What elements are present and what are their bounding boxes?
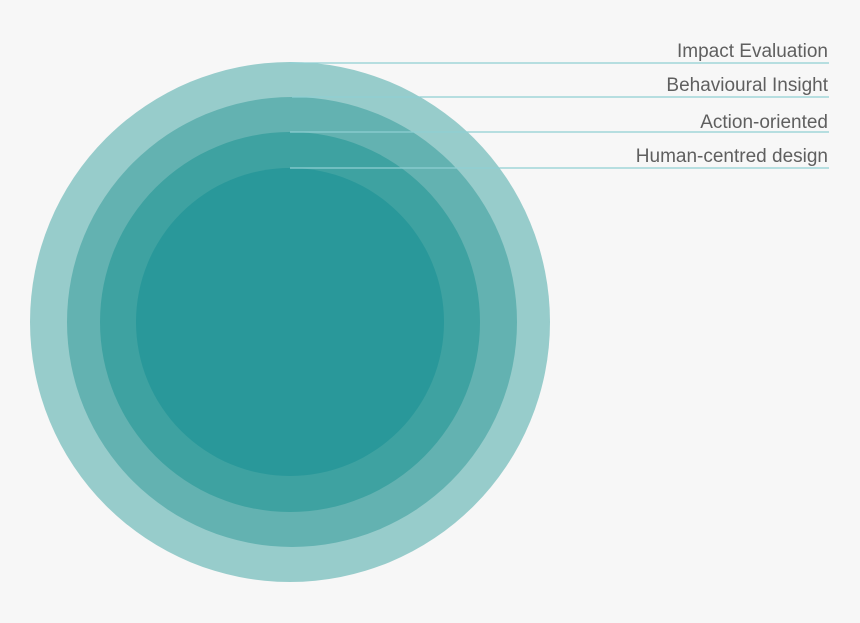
label-action-oriented: Action-oriented xyxy=(700,112,828,133)
label-behavioural-insight: Behavioural Insight xyxy=(666,75,828,96)
label-impact-evaluation: Impact Evaluation xyxy=(677,41,828,62)
label-human-centred-design: Human-centred design xyxy=(636,146,828,167)
circle-human-centred-design xyxy=(136,168,444,476)
